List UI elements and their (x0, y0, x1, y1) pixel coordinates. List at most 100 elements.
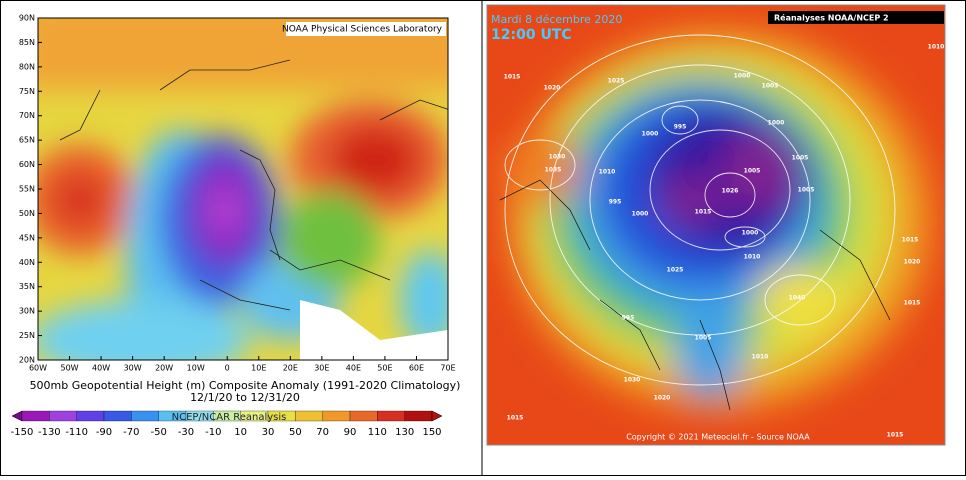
lat-label: 40N (19, 258, 35, 267)
colorbar-label: 10 (234, 427, 247, 438)
lat-label: 55N (19, 185, 35, 194)
colorbar-title: NCEP/NCAR Reanalysis (172, 412, 287, 423)
right-map (487, 5, 945, 445)
isobar-label: 1005 (744, 168, 761, 175)
isobar-label: 1035 (545, 167, 562, 174)
lon-label: 30E (314, 364, 329, 373)
colorbar-label: 110 (368, 427, 387, 438)
colorbar-label: 30 (262, 427, 275, 438)
credit: NOAA Physical Sciences Laboratory (282, 25, 443, 35)
colorbar-label: -10 (205, 427, 221, 438)
lat-label: 25N (19, 331, 35, 340)
lon-label: 60W (29, 364, 47, 373)
lon-label: 60E (409, 364, 424, 373)
lat-label: 20N (19, 356, 35, 365)
isobar-label: 1010 (744, 254, 761, 261)
lon-label: 10W (187, 364, 205, 373)
isobar-label: 1005 (798, 187, 815, 194)
isobar-label: 1030 (549, 154, 566, 161)
lat-label: 75N (19, 87, 35, 96)
colorbar-swatch (322, 410, 351, 422)
isobar-label: 1000 (768, 120, 785, 127)
lon-label: 50W (60, 364, 78, 373)
lat-label: 70N (19, 111, 35, 120)
isobar-label: 1015 (902, 237, 919, 244)
isobar-label: 1000 (734, 73, 751, 80)
isobar-label: 1025 (608, 78, 625, 85)
colorbar-label: -30 (178, 427, 194, 438)
date: Mardi 8 décembre 2020 (491, 13, 622, 26)
caption: 500mb Geopotential Height (m) Composite … (30, 379, 461, 392)
isobar-label: 1005 (792, 155, 809, 162)
colorbar-arrow (11, 410, 23, 422)
colorbar-label: -70 (123, 427, 139, 438)
lat-label: 30N (19, 307, 35, 316)
lon-label: 30W (124, 364, 142, 373)
source-box (768, 11, 944, 24)
lat-label: 50N (19, 209, 35, 218)
isobar-label: 995 (622, 315, 635, 322)
left-map (38, 18, 448, 360)
isobar-label: 995 (609, 199, 622, 206)
lon-label: 70E (440, 364, 455, 373)
colorbar-label: 70 (316, 427, 329, 438)
isobar-label: 1000 (742, 230, 759, 237)
isobar-label: 1025 (667, 267, 684, 274)
lat-label: 85N (19, 38, 35, 47)
colorbar-label: -110 (65, 427, 88, 438)
colorbar-swatch (103, 410, 132, 422)
isobar-label: 1015 (504, 74, 521, 81)
lon-label: 50E (377, 364, 392, 373)
isobar-label: 1020 (544, 85, 561, 92)
isobar-label: 1040 (789, 295, 806, 302)
colorbar: -150 -130 -110 -90 -70 -50 -30 -10 10 30 50 70 90 110… (11, 410, 443, 438)
colorbar-swatch (295, 410, 323, 422)
colorbar-swatch (404, 410, 433, 422)
colorbar-swatch (21, 410, 50, 422)
isobar-label: 1015 (695, 209, 712, 216)
colorbar-label: -130 (38, 427, 61, 438)
isobar-label: 1005 (762, 83, 779, 90)
credit-box (286, 22, 446, 36)
colorbar-label: -150 (11, 427, 34, 438)
lat-label: 90N (19, 14, 35, 23)
lon-label: 20W (155, 364, 173, 373)
isobar-label: 1010 (752, 354, 769, 361)
isobar-label: 1020 (904, 259, 921, 266)
colorbar-label: 130 (395, 427, 414, 438)
lon-label: 40W (92, 364, 110, 373)
isobar-label: 1015 (507, 415, 524, 422)
colorbar-label: 150 (422, 427, 441, 438)
copyright: Copyright © 2021 Meteociel.fr - Source N… (626, 433, 810, 442)
isobar-label: 1000 (642, 131, 659, 138)
colorbar-swatch (377, 410, 405, 422)
lat-label: 65N (19, 136, 35, 145)
colorbar-label: -50 (150, 427, 166, 438)
dates: 12/1/20 to 12/31/20 (190, 391, 300, 404)
isobar-label: 1010 (599, 169, 616, 176)
isobar-label: 1030 (624, 377, 641, 384)
isobar-label: 1020 (654, 395, 671, 402)
lat-label: 60N (19, 160, 35, 169)
colorbar-swatch (76, 410, 105, 422)
lon-label: 20E (283, 364, 298, 373)
colorbar-swatch (131, 410, 159, 422)
isobar-label: 1026 (722, 188, 739, 195)
isobar-label: 995 (674, 124, 687, 131)
source: Réanalyses NOAA/NCEP 2 (774, 13, 889, 23)
isobar-label: 1015 (887, 432, 904, 439)
colorbar-label: 50 (289, 427, 302, 438)
lat-label: 35N (19, 282, 35, 291)
isobar-label: 1005 (695, 335, 712, 342)
colorbar-swatch (349, 410, 378, 422)
isobar-label: 1015 (904, 300, 921, 307)
right-map-frame (486, 4, 946, 446)
colorbar-label: -90 (96, 427, 112, 438)
colorbar-label: 90 (344, 427, 357, 438)
lat-label: 80N (19, 62, 35, 71)
isobar-label: 1010 (928, 44, 945, 51)
lon-label: 10E (251, 364, 266, 373)
lon-label: 0 (225, 364, 230, 373)
time: 12:00 UTC (491, 27, 572, 43)
